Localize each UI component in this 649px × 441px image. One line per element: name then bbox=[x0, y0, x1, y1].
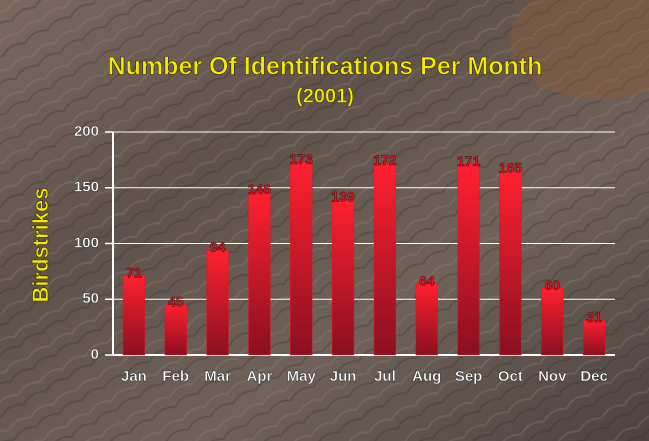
chart-title: Number Of Identifications Per Month bbox=[108, 53, 543, 81]
bar bbox=[500, 171, 522, 355]
bar bbox=[541, 288, 563, 355]
x-tick-label: Mar bbox=[204, 368, 231, 385]
bar bbox=[207, 250, 229, 355]
y-axis-label: Birdstrikes bbox=[28, 188, 53, 303]
bar bbox=[416, 284, 438, 355]
value-label: 60 bbox=[544, 277, 560, 293]
y-tick-label: 50 bbox=[82, 290, 99, 307]
x-tick-label: Dec bbox=[580, 368, 608, 385]
value-label: 31 bbox=[586, 309, 602, 325]
x-tick-label: May bbox=[287, 368, 317, 385]
value-label: 64 bbox=[419, 272, 435, 288]
bar bbox=[332, 200, 354, 355]
value-label: 172 bbox=[373, 152, 397, 168]
x-tick-label: Jan bbox=[121, 368, 147, 385]
bar bbox=[249, 192, 271, 355]
value-label: 45 bbox=[168, 294, 184, 310]
x-tick-label: Nov bbox=[538, 368, 567, 385]
bar bbox=[583, 320, 605, 355]
chart: Number Of Identifications Per Month (200… bbox=[0, 0, 649, 441]
bar bbox=[458, 164, 480, 355]
value-label: 165 bbox=[499, 160, 523, 176]
value-label: 171 bbox=[457, 153, 481, 169]
bar bbox=[290, 162, 312, 355]
value-label: 94 bbox=[210, 239, 226, 255]
x-tick-label: Feb bbox=[162, 368, 189, 385]
x-tick-label: Aug bbox=[412, 368, 441, 385]
value-label: 173 bbox=[290, 151, 314, 167]
y-tick-label: 100 bbox=[74, 234, 99, 251]
x-tick-label: Jul bbox=[374, 368, 396, 385]
x-tick-label: Apr bbox=[246, 368, 272, 385]
value-label: 71 bbox=[126, 265, 142, 281]
value-label: 146 bbox=[248, 181, 272, 197]
y-tick-label: 150 bbox=[74, 179, 99, 196]
bar bbox=[165, 305, 187, 355]
x-tick-label: Oct bbox=[498, 368, 523, 385]
bar bbox=[123, 276, 145, 355]
chart-subtitle: (2001) bbox=[296, 85, 354, 107]
x-tick-label: Sep bbox=[455, 368, 483, 385]
value-label: 139 bbox=[331, 189, 355, 205]
y-tick-label: 200 bbox=[74, 123, 99, 140]
x-tick-label: Jun bbox=[330, 368, 357, 385]
bar bbox=[374, 163, 396, 355]
y-tick-label: 0 bbox=[91, 346, 99, 363]
